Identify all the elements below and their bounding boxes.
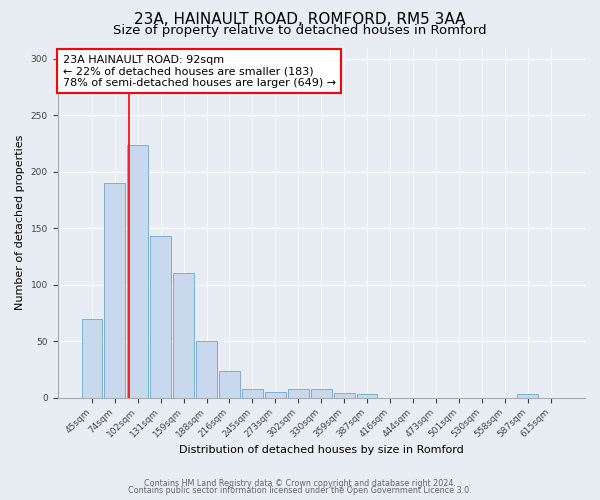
Bar	[311, 388, 332, 398]
Text: Contains HM Land Registry data © Crown copyright and database right 2024.: Contains HM Land Registry data © Crown c…	[144, 478, 456, 488]
Text: 23A, HAINAULT ROAD, ROMFORD, RM5 3AA: 23A, HAINAULT ROAD, ROMFORD, RM5 3AA	[134, 12, 466, 28]
Bar	[517, 394, 538, 398]
Y-axis label: Number of detached properties: Number of detached properties	[15, 135, 25, 310]
Bar	[173, 274, 194, 398]
Bar	[357, 394, 377, 398]
Bar	[196, 341, 217, 398]
Text: Size of property relative to detached houses in Romford: Size of property relative to detached ho…	[113, 24, 487, 37]
Bar	[82, 318, 102, 398]
Bar	[127, 144, 148, 398]
Bar	[104, 183, 125, 398]
Bar	[334, 393, 355, 398]
Bar	[242, 388, 263, 398]
Text: Contains public sector information licensed under the Open Government Licence 3.: Contains public sector information licen…	[128, 486, 472, 495]
Bar	[265, 392, 286, 398]
Bar	[219, 370, 240, 398]
Bar	[151, 236, 171, 398]
Text: 23A HAINAULT ROAD: 92sqm
← 22% of detached houses are smaller (183)
78% of semi-: 23A HAINAULT ROAD: 92sqm ← 22% of detach…	[63, 54, 336, 88]
X-axis label: Distribution of detached houses by size in Romford: Distribution of detached houses by size …	[179, 445, 464, 455]
Bar	[288, 388, 308, 398]
